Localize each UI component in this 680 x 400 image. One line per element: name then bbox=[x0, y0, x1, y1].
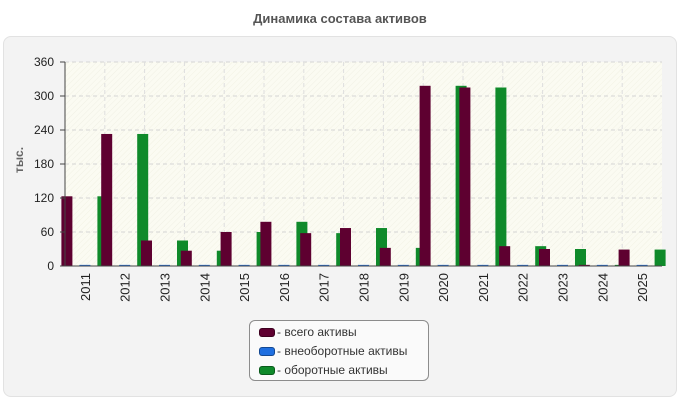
bar-2012-s0 bbox=[101, 133, 113, 266]
legend-label-total: - всего активы bbox=[277, 325, 357, 339]
bar-2025-s0 bbox=[618, 249, 630, 266]
x-tick-label: 2012 bbox=[118, 273, 133, 302]
bar-2021-s0 bbox=[459, 87, 471, 266]
bar-2020-s0 bbox=[419, 85, 431, 266]
bar-2018-s1 bbox=[358, 264, 369, 266]
x-tick-label: 2025 bbox=[635, 273, 650, 302]
bar-2021-s1 bbox=[477, 264, 489, 266]
y-tick-labels: 0 60 120 180 240 300 360 bbox=[34, 55, 54, 273]
y-tick-label: 360 bbox=[34, 55, 54, 69]
x-tick-label: 2019 bbox=[396, 273, 411, 302]
bar-2023-s2 bbox=[575, 249, 586, 266]
x-tick-label: 2015 bbox=[237, 273, 252, 302]
x-tick-label: 2023 bbox=[556, 273, 571, 302]
bar-2013-s0 bbox=[141, 240, 152, 266]
x-tick-label: 2020 bbox=[436, 273, 451, 302]
bar-2021-s2 bbox=[495, 87, 507, 266]
bar-2017-s1 bbox=[318, 264, 330, 266]
x-tick-label: 2014 bbox=[197, 273, 212, 302]
bar-2024-s1 bbox=[596, 264, 608, 266]
x-tick-label: 2016 bbox=[277, 273, 292, 302]
legend-item-noncurrent: - внеоборотные активы bbox=[259, 344, 407, 358]
x-tick-label: 2021 bbox=[476, 273, 491, 302]
x-tick-label: 2024 bbox=[595, 273, 610, 302]
bar-2019-s1 bbox=[397, 264, 409, 266]
legend-label-noncurrent: - внеоборотные активы bbox=[277, 344, 408, 358]
bar-2015-s0 bbox=[220, 232, 232, 266]
chart-title: Динамика состава активов bbox=[253, 11, 427, 26]
x-tick-label: 2018 bbox=[357, 273, 372, 302]
legend-item-total: - всего активы bbox=[259, 325, 357, 339]
bar-2014-s1 bbox=[198, 264, 210, 266]
bar-2012-s2 bbox=[137, 133, 149, 266]
x-tick-label: 2013 bbox=[158, 273, 173, 302]
axes bbox=[60, 61, 662, 267]
bar-2016-s1 bbox=[278, 264, 290, 266]
x-tick-labels: 2011 2012 2013 2014 2015 2016 2017 2018 2019 2020… bbox=[78, 273, 650, 302]
bar-2018-s0 bbox=[340, 228, 351, 266]
y-tick-label: 120 bbox=[34, 191, 54, 205]
bar-2025-s2 bbox=[654, 249, 666, 266]
bar-2016-s0 bbox=[260, 221, 272, 266]
bar-2019-s0 bbox=[379, 247, 391, 266]
y-tick-label: 300 bbox=[34, 89, 54, 103]
bar-2022-s0 bbox=[499, 246, 511, 266]
y-tick-label: 180 bbox=[34, 157, 54, 171]
legend-swatch-noncurrent bbox=[259, 346, 275, 356]
legend-swatch-current bbox=[259, 365, 275, 375]
x-tick-label: 2011 bbox=[78, 273, 93, 301]
legend-swatch-total bbox=[259, 327, 275, 337]
bar-2014-s0 bbox=[180, 250, 192, 266]
y-tick-label: 0 bbox=[47, 259, 54, 273]
bars-group bbox=[61, 85, 666, 266]
bar-2022-s1 bbox=[517, 264, 529, 266]
legend-item-current: - оборотные активы bbox=[259, 363, 388, 377]
legend-label-current: - оборотные активы bbox=[277, 363, 388, 377]
x-tick-label: 2022 bbox=[516, 273, 531, 302]
bar-2024-s0 bbox=[578, 264, 590, 266]
bar-2020-s1 bbox=[437, 264, 449, 266]
bar-2011-s0 bbox=[61, 196, 73, 266]
bar-2017-s0 bbox=[300, 233, 312, 266]
y-tick-label: 240 bbox=[34, 123, 54, 137]
chart-legend: - всего активы - внеоборотные активы - о… bbox=[249, 320, 429, 381]
bar-2013-s1 bbox=[159, 264, 170, 266]
bar-2018-s2 bbox=[376, 228, 387, 266]
bar-2012-s1 bbox=[119, 264, 131, 266]
x-tick-label: 2017 bbox=[317, 273, 332, 302]
bar-2023-s0 bbox=[539, 249, 550, 266]
bar-2011-s1 bbox=[79, 264, 91, 266]
bar-2023-s1 bbox=[557, 264, 568, 266]
y-axis-label: тыс. bbox=[12, 147, 26, 173]
y-tick-label: 60 bbox=[41, 225, 55, 239]
bar-2015-s1 bbox=[238, 264, 250, 266]
bar-2025-s1 bbox=[636, 264, 648, 266]
